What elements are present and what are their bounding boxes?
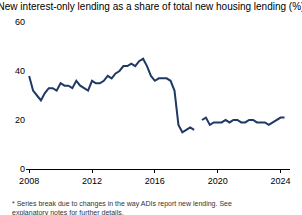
svg-text:New interest-only lending as a: New interest-only lending as a share of … bbox=[0, 1, 302, 12]
svg-text:0: 0 bbox=[20, 164, 25, 174]
svg-text:60: 60 bbox=[15, 17, 25, 27]
svg-text:2024: 2024 bbox=[271, 176, 291, 186]
svg-text:2012: 2012 bbox=[82, 176, 102, 186]
svg-text:2008: 2008 bbox=[19, 176, 39, 186]
svg-text:40: 40 bbox=[15, 66, 25, 76]
svg-text:2016: 2016 bbox=[145, 176, 165, 186]
svg-text:20: 20 bbox=[15, 115, 25, 125]
svg-text:2020: 2020 bbox=[208, 176, 228, 186]
svg-text:* Series break due to changes: * Series break due to changes in the way… bbox=[12, 200, 232, 215]
